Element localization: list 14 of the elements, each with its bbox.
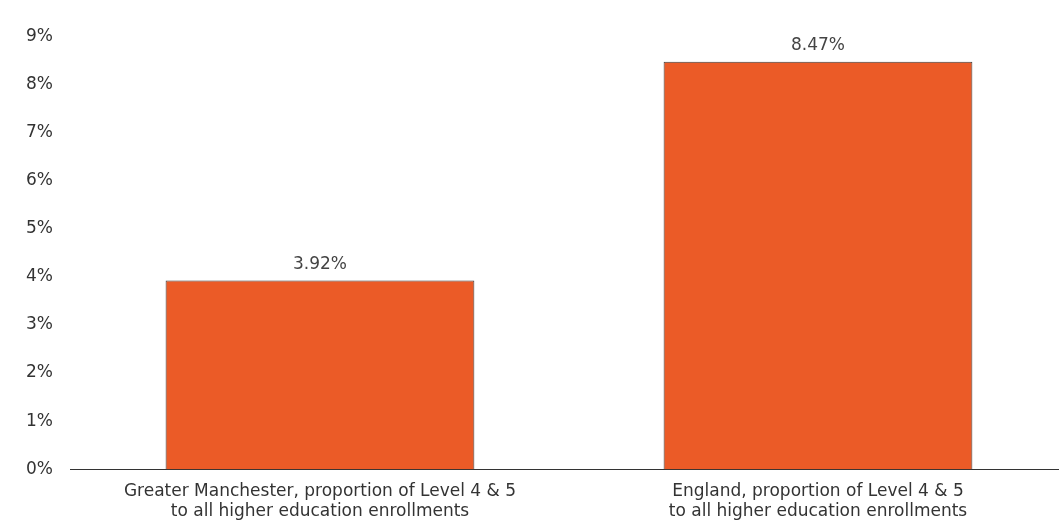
y-tick-label: 5% [25,217,53,238]
y-tick-label: 1% [25,409,53,430]
y-tick-label: 0% [25,457,53,478]
y-tick-label: 6% [25,168,53,189]
y-tick-label: 9% [25,24,53,45]
x-tick-label: Greater Manchester, proportion of Level 4 & 5 to all higher education enrollments [123,479,517,521]
x-tick-label: England, proportion of Level 4 & 5 to all higher education enrollments [668,479,968,521]
y-tick-label: 4% [25,265,53,286]
y-tick-label: 8% [25,72,53,93]
y-tick-label: 2% [25,361,53,382]
y-tick-label: 7% [25,120,53,141]
data-label: 3.92% [292,252,347,273]
data-label: 8.47% [790,33,845,54]
y-tick-label: 3% [25,313,53,334]
